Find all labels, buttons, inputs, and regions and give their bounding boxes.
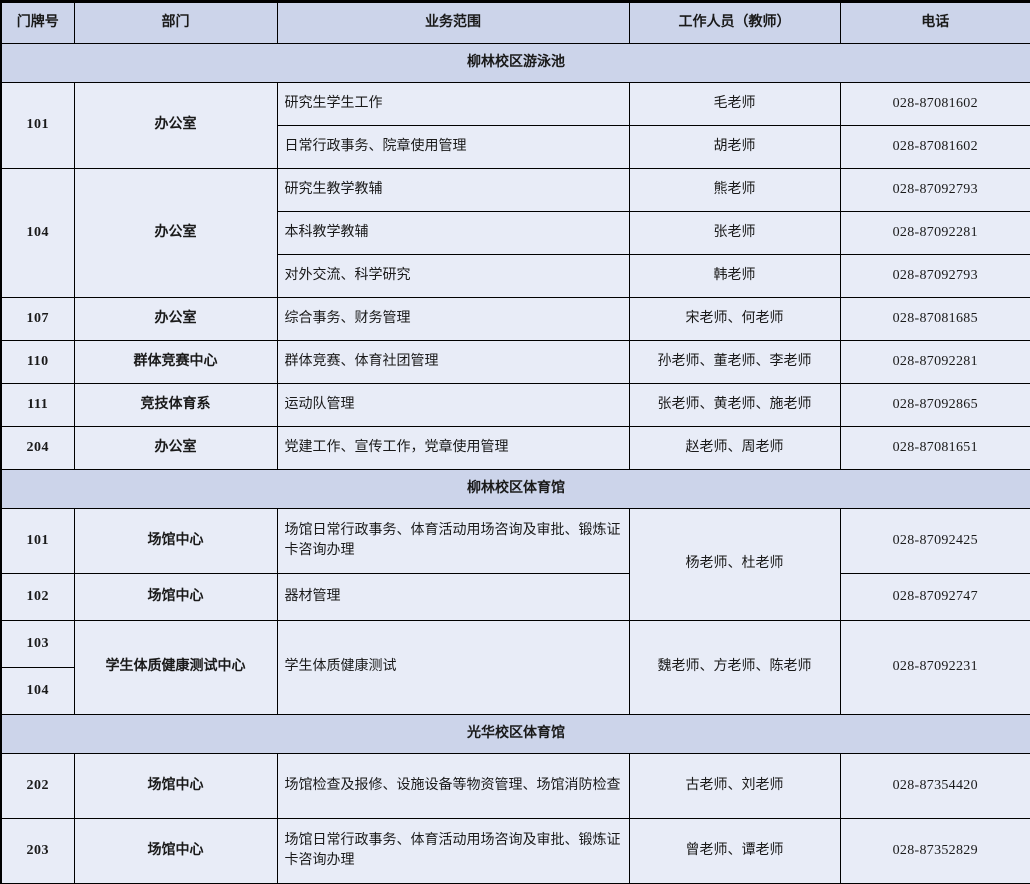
table-row: 102 场馆中心 器材管理 028-87092747 xyxy=(0,573,1030,621)
column-header-staff: 工作人员（教师） xyxy=(628,1,841,44)
cell-scope: 场馆日常行政事务、体育活动用场咨询及审批、锻炼证卡咨询办理 xyxy=(276,818,630,884)
cell-room: 103 xyxy=(0,620,75,668)
cell-staff: 韩老师 xyxy=(628,254,841,298)
cell-room: 204 xyxy=(0,426,75,470)
cell-phone: 028-87081685 xyxy=(839,297,1030,341)
section-title: 柳林校区体育馆 xyxy=(0,469,1030,509)
cell-staff: 张老师 xyxy=(628,211,841,255)
cell-staff: 赵老师、周老师 xyxy=(628,426,841,470)
section-title: 光华校区体育馆 xyxy=(0,714,1030,754)
cell-room: 101 xyxy=(0,508,75,574)
table-row: 111 竞技体育系 运动队管理 张老师、黄老师、施老师 028-87092865 xyxy=(0,383,1030,427)
table-row: 110 群体竞赛中心 群体竞赛、体育社团管理 孙老师、董老师、李老师 028-8… xyxy=(0,340,1030,384)
cell-scope: 日常行政事务、院章使用管理 xyxy=(276,125,630,169)
table-row: 本科教学教辅 张老师 028-87092281 xyxy=(1,211,1030,255)
cell-dept: 场馆中心 xyxy=(73,573,278,621)
cell-room: 104 xyxy=(0,667,75,715)
cell-staff: 胡老师 xyxy=(628,125,841,169)
section-header-row-1: 柳林校区体育馆 xyxy=(0,469,1030,509)
cell-room: 202 xyxy=(0,753,75,819)
cell-dept: 办公室 xyxy=(73,82,278,169)
cell-phone: 028-87092231 xyxy=(839,620,1030,715)
cell-scope: 场馆检查及报修、设施设备等物资管理、场馆消防检查 xyxy=(276,753,630,819)
cell-room: 110 xyxy=(0,340,75,384)
cell-phone: 028-87092281 xyxy=(839,211,1030,255)
cell-scope: 综合事务、财务管理 xyxy=(276,297,630,341)
cell-phone: 028-87081602 xyxy=(839,82,1030,126)
cell-scope: 研究生教学教辅 xyxy=(276,168,630,212)
cell-room: 111 xyxy=(0,383,75,427)
column-header-dept: 部门 xyxy=(73,1,278,44)
column-header-scope: 业务范围 xyxy=(276,1,630,44)
cell-phone: 028-87092865 xyxy=(839,383,1030,427)
cell-scope: 学生体质健康测试 xyxy=(276,620,630,715)
cell-scope: 器材管理 xyxy=(276,573,630,621)
cell-dept: 办公室 xyxy=(73,168,278,298)
cell-staff: 孙老师、董老师、李老师 xyxy=(628,340,841,384)
section-header-row-0: 柳林校区游泳池 xyxy=(0,43,1030,83)
cell-scope: 场馆日常行政事务、体育活动用场咨询及审批、锻炼证卡咨询办理 xyxy=(276,508,630,574)
table-row: 203 场馆中心 场馆日常行政事务、体育活动用场咨询及审批、锻炼证卡咨询办理 曾… xyxy=(0,818,1030,884)
cell-room: 203 xyxy=(0,818,75,884)
cell-phone: 028-87354420 xyxy=(839,753,1030,819)
cell-scope: 研究生学生工作 xyxy=(276,82,630,126)
cell-phone: 028-87092281 xyxy=(839,340,1030,384)
section-header-row-2: 光华校区体育馆 xyxy=(0,714,1030,754)
cell-scope: 党建工作、宣传工作，党章使用管理 xyxy=(276,426,630,470)
table-row: 107 办公室 综合事务、财务管理 宋老师、何老师 028-87081685 xyxy=(0,297,1030,341)
cell-room: 101 xyxy=(0,82,75,169)
cell-phone: 028-87092425 xyxy=(839,508,1030,574)
cell-dept: 办公室 xyxy=(73,426,278,470)
cell-dept: 学生体质健康测试中心 xyxy=(73,620,278,715)
table-header-row: 门牌号 部门 业务范围 工作人员（教师） 电话 xyxy=(0,1,1030,44)
cell-room: 102 xyxy=(0,573,75,621)
cell-dept: 场馆中心 xyxy=(73,818,278,884)
cell-staff: 古老师、刘老师 xyxy=(628,753,841,819)
cell-staff: 杨老师、杜老师 xyxy=(628,508,841,621)
table-row: 104 xyxy=(0,667,1030,715)
cell-dept: 竞技体育系 xyxy=(73,383,278,427)
cell-staff: 宋老师、何老师 xyxy=(628,297,841,341)
table-row: 202 场馆中心 场馆检查及报修、设施设备等物资管理、场馆消防检查 古老师、刘老… xyxy=(0,753,1030,819)
table-row: 对外交流、科学研究 韩老师 028-87092793 xyxy=(1,254,1030,298)
table-row: 204 办公室 党建工作、宣传工作，党章使用管理 赵老师、周老师 028-870… xyxy=(0,426,1030,470)
cell-phone: 028-87092793 xyxy=(839,254,1030,298)
cell-dept: 群体竞赛中心 xyxy=(73,340,278,384)
cell-room: 104 xyxy=(0,168,75,298)
cell-scope: 运动队管理 xyxy=(276,383,630,427)
cell-dept: 办公室 xyxy=(73,297,278,341)
cell-dept: 场馆中心 xyxy=(73,508,278,574)
cell-staff: 曾老师、谭老师 xyxy=(628,818,841,884)
cell-staff: 毛老师 xyxy=(628,82,841,126)
table-row: 104 办公室 研究生教学教辅 熊老师 028-87092793 xyxy=(0,168,1030,298)
cell-phone: 028-87081651 xyxy=(839,426,1030,470)
column-header-phone: 电话 xyxy=(839,1,1030,44)
cell-phone: 028-87092747 xyxy=(839,573,1030,621)
cell-phone: 028-87352829 xyxy=(839,818,1030,884)
column-header-room: 门牌号 xyxy=(0,1,75,44)
section-title: 柳林校区游泳池 xyxy=(0,43,1030,83)
cell-phone: 028-87081602 xyxy=(839,125,1030,169)
table-row: 日常行政事务、院章使用管理 胡老师 028-87081602 xyxy=(1,125,1030,169)
cell-scope: 群体竞赛、体育社团管理 xyxy=(276,340,630,384)
cell-room: 107 xyxy=(0,297,75,341)
table-row: 101 场馆中心 场馆日常行政事务、体育活动用场咨询及审批、锻炼证卡咨询办理 杨… xyxy=(0,508,1030,621)
table-row: 103 学生体质健康测试中心 学生体质健康测试 魏老师、方老师、陈老师 028-… xyxy=(0,620,1030,715)
cell-staff: 张老师、黄老师、施老师 xyxy=(628,383,841,427)
cell-dept: 场馆中心 xyxy=(73,753,278,819)
cell-staff: 熊老师 xyxy=(628,168,841,212)
cell-scope: 对外交流、科学研究 xyxy=(276,254,630,298)
cell-scope: 本科教学教辅 xyxy=(276,211,630,255)
cell-phone: 028-87092793 xyxy=(839,168,1030,212)
table-row: 101 办公室 研究生学生工作 毛老师 028-87081602 xyxy=(0,82,1030,169)
cell-staff: 魏老师、方老师、陈老师 xyxy=(628,620,841,715)
